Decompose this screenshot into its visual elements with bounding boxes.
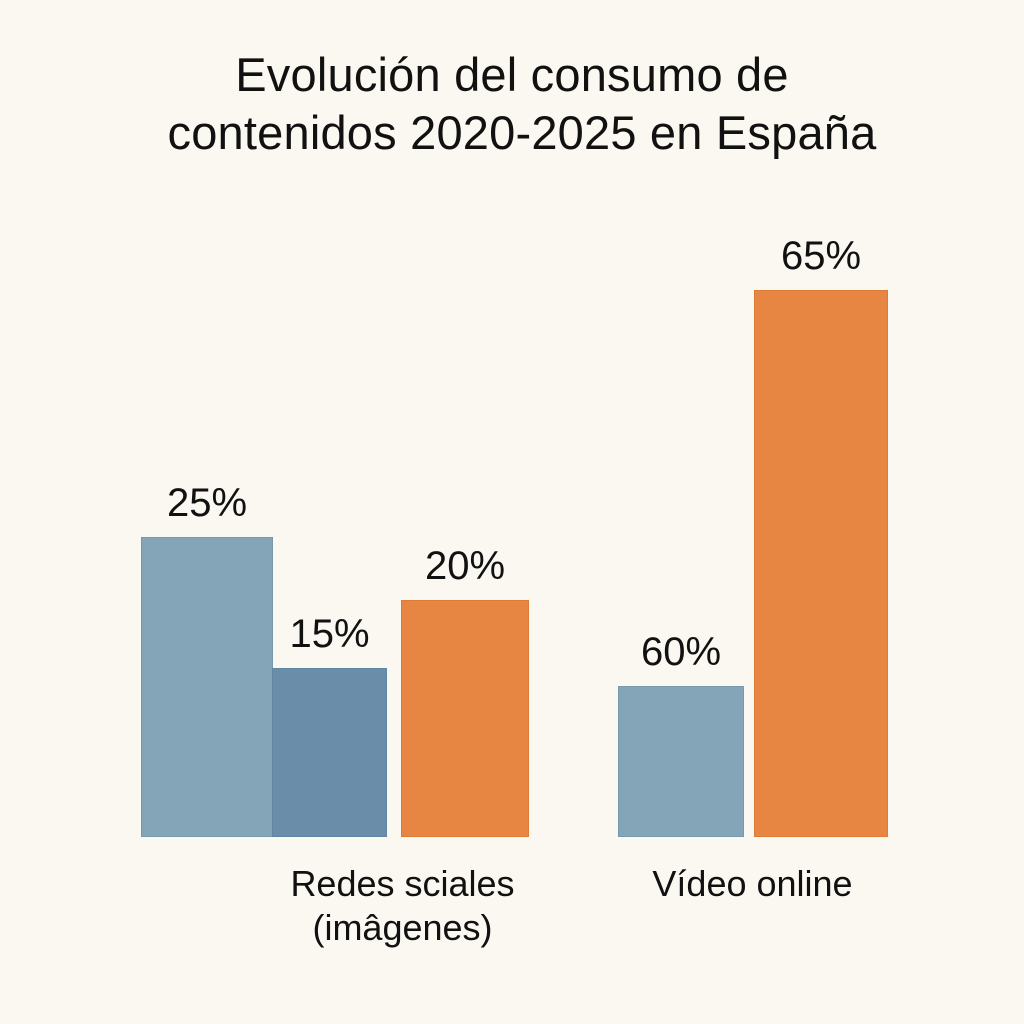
data-label-4: 60%: [640, 630, 722, 674]
bar-1: [141, 537, 273, 837]
bar-2: [272, 668, 387, 837]
data-label-1: 25%: [166, 481, 248, 525]
chart-title-line-1: Evolución del consumo de: [235, 48, 789, 101]
category-label-video: Vídeo online: [652, 863, 853, 904]
bar-5: [754, 290, 888, 837]
category-label-redes-line-2: (imâgenes): [312, 907, 493, 948]
data-label-3: 20%: [424, 544, 506, 588]
data-label-2: 15%: [289, 612, 370, 656]
chart-title-line-2: contenidos 2020-2025 en España: [167, 106, 877, 159]
bar-3: [401, 600, 529, 837]
category-label-redes-line-1: Redes sciales: [290, 863, 515, 904]
data-label-5: 65%: [780, 234, 862, 278]
bar-4: [618, 686, 744, 837]
